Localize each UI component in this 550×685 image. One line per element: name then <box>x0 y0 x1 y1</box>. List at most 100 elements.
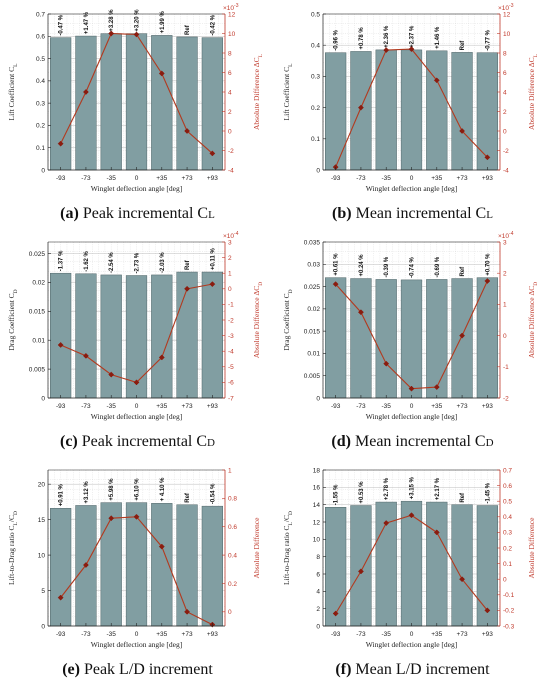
bar-label: -1.45 % <box>485 482 491 503</box>
y2-tick-label: 0 <box>228 128 232 135</box>
diff-point-+35 <box>433 529 440 536</box>
chart-f-bars: -1.55 % +0.53 % +2.78 % +3.15 % +2.17 % Ref -1… <box>325 476 498 627</box>
bar-label: -2.73 % <box>135 252 141 273</box>
y2-axis-title: Absolute Difference ΔCL <box>527 53 539 130</box>
diff-point--73 <box>82 562 89 568</box>
y2-tick-label: 0.6 <box>228 524 237 531</box>
y-tick-label: 0.7 <box>36 11 45 18</box>
bar-label: -0.54 % <box>210 483 216 504</box>
y2-tick-label: -2 <box>228 148 234 155</box>
bar-label: -0.77 % <box>485 29 491 50</box>
y-axis-title: Lift Coefficient CL <box>282 63 294 121</box>
caption-d-sub: D <box>485 437 494 449</box>
y2-tick-label: -4 <box>503 167 509 174</box>
bar--73 <box>350 505 372 627</box>
diff-point--35 <box>108 515 115 522</box>
y2-tick-label: 3 <box>228 239 232 246</box>
bar-label: + 4.10 % <box>160 477 166 502</box>
y-tick-label: 0.01 <box>307 351 320 358</box>
y2-tick-label: 0.2 <box>503 545 512 552</box>
y-tick-label: 0 <box>41 395 45 402</box>
x-tick-label: +93 <box>207 631 218 638</box>
x-tick-label: -93 <box>56 403 66 410</box>
bar-+93 <box>201 37 223 171</box>
bar-label: -2.03 % <box>160 252 166 273</box>
y2-tick-label: 1 <box>228 271 232 278</box>
chart-c-bars: -1.37 % -1.62 % -2.54 % -2.73 % -2.03 % Ref +0… <box>50 248 223 399</box>
x-axis-title: Winglet deflection angle [deg] <box>91 640 183 649</box>
x-axis-title: Winglet deflection angle [deg] <box>91 184 183 193</box>
chart-a-axes: 0 0.1 0.2 0.3 0.4 0.5 0.6 0.7 -4 -2 0 2 4 6 8 10 12×10-3… <box>7 3 264 193</box>
y2-tick-label: 0 <box>503 333 507 340</box>
y-tick-label: 0.2 <box>36 123 45 130</box>
y2-tick-label: 1 <box>503 302 507 309</box>
bar-label: -2.54 % <box>109 252 115 273</box>
y2-tick-label: -1 <box>503 364 509 371</box>
bar-label: +0.24 % <box>359 254 365 277</box>
caption-e-letter: (e) <box>62 661 80 678</box>
bar-label: +2.17 % <box>435 477 441 500</box>
y2-axis-title: Absolute Difference ΔCL <box>252 53 264 130</box>
caption-f-text: Mean L/D increment <box>355 661 490 678</box>
x-tick-label: +73 <box>182 175 193 182</box>
y2-tick-label: -5 <box>228 364 234 371</box>
y2-tick-label: 10 <box>228 31 236 38</box>
bar-label: +0.78 % <box>359 27 365 50</box>
bar-label: +3.15 % <box>410 476 416 499</box>
diff-point-+35 <box>433 384 440 391</box>
x-tick-label: 0 <box>135 631 139 638</box>
y2-tick-label: 8 <box>228 50 232 57</box>
chart-b-bars: -0.96 % +0.78 % +2.36 % +2.37 % +1.46 % Ref -0… <box>325 25 498 171</box>
diff-point-0 <box>408 385 415 392</box>
y2-tick-label: 0.5 <box>503 499 512 506</box>
diff-point-+35 <box>433 77 440 84</box>
x-tick-label: 0 <box>410 175 414 182</box>
diff-point-0 <box>133 31 140 38</box>
y-tick-label: 0.02 <box>307 306 320 313</box>
y-tick-label: 15 <box>38 517 46 524</box>
y2-tick-label: -2 <box>503 395 509 402</box>
y-tick-label: 0.3 <box>311 74 320 81</box>
caption-a-letter: (a) <box>60 205 79 222</box>
diff-point-+73 <box>184 128 191 134</box>
x-tick-label: -73 <box>81 403 91 410</box>
x-tick-label: 0 <box>410 403 414 410</box>
diff-point-+35 <box>158 354 165 361</box>
chart-panel-a: -0.47 % +1.47 % +3.28 % +3.20 % +1.99 % Ref -0… <box>0 0 275 228</box>
x-tick-label: +93 <box>482 175 493 182</box>
x-tick-label: +35 <box>156 175 167 182</box>
diff-point-+35 <box>158 70 165 77</box>
x-tick-label: -93 <box>56 175 66 182</box>
y-axis-title: Lift Coefficient CL <box>7 63 19 121</box>
y-tick-label: 0.5 <box>36 56 45 63</box>
bar--35 <box>375 279 397 399</box>
bar-label: Ref <box>185 492 191 503</box>
chart-d-bars: +0.61 % +0.24 % -0.39 % -0.74 % -0.69 % Ref +0… <box>325 253 498 399</box>
y2-axis-title: Absolute Difference ΔCD <box>252 282 264 359</box>
y-tick-label: 0.3 <box>36 100 45 107</box>
chart-a-diff-series <box>57 30 216 157</box>
x-tick-label: +93 <box>482 403 493 410</box>
diff-point--35 <box>383 360 390 367</box>
caption-e-text: Peak L/D increment <box>83 661 213 678</box>
diff-point--93 <box>57 342 64 348</box>
x-tick-label: -35 <box>382 403 392 410</box>
bar-label: Ref <box>460 40 466 51</box>
diff-point-+93 <box>209 281 216 288</box>
bar-label: -0.47 % <box>59 14 65 35</box>
caption-a-sub: L <box>208 209 215 221</box>
bar-label: -0.74 % <box>410 257 416 278</box>
y2-axis-title: Absolute Difference <box>252 517 261 579</box>
y-tick-label: 0.015 <box>29 309 46 316</box>
bar-+73 <box>176 504 198 627</box>
caption-f-letter: (f) <box>335 661 352 678</box>
x-tick-label: -93 <box>331 631 341 638</box>
diff-point-+73 <box>459 128 466 134</box>
y2-axis-title: Absolute Difference ΔCD <box>527 282 539 359</box>
caption-d-text: Mean incremental C <box>354 433 486 450</box>
x-tick-label: +73 <box>457 175 468 182</box>
chart-panel-e: +0.91 % +3.12 % +5.98 % +6.10 % + 4.10 % Ref -… <box>0 456 275 684</box>
x-tick-label: -73 <box>81 631 91 638</box>
y2-tick-label: 0.4 <box>228 552 237 559</box>
y2-tick-label: -6 <box>228 380 234 387</box>
